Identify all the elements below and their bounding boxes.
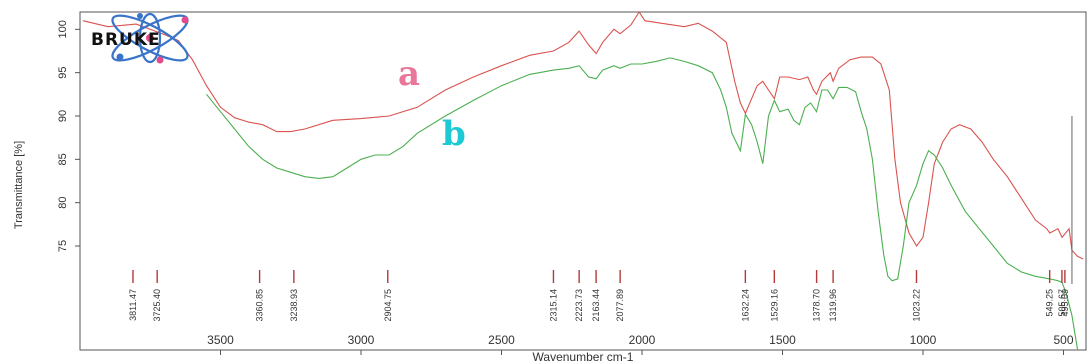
peak-label: 2163.44: [591, 289, 601, 322]
y-tick-label: 80: [57, 197, 69, 209]
series-line-b: [206, 57, 1079, 351]
y-tick-label: 85: [57, 153, 69, 165]
x-tick-label: 2000: [629, 333, 656, 347]
x-tick-label: 500: [1054, 333, 1074, 347]
y-tick-label: 100: [57, 20, 69, 38]
y-axis-label: Transmittance [%]: [13, 141, 25, 229]
peak-label: 2315.14: [548, 289, 558, 322]
x-tick-label: 3000: [348, 333, 375, 347]
peak-label: 3238.93: [289, 289, 299, 322]
x-tick-label: 2500: [488, 333, 515, 347]
series-tag-a: a: [398, 54, 420, 94]
x-tick-label: 1000: [910, 333, 937, 347]
peak-label: 3725.40: [152, 289, 162, 322]
y-tick-label: 75: [57, 240, 69, 252]
axes-group: 3500 3000 2500 2000 1500 1000 500 75 80 85 90 95 100…: [13, 20, 1074, 364]
peak-label: 3360.85: [255, 289, 265, 322]
bruker-logo: BRUKE: [91, 12, 189, 64]
peak-label: 505.67: [1057, 289, 1067, 317]
x-tick-label: 3500: [207, 333, 234, 347]
peak-label: 3811.47: [128, 289, 138, 321]
peak-label: 1529.16: [769, 289, 779, 322]
y-tick-label: 90: [57, 110, 69, 122]
x-tick-label: 1500: [769, 333, 796, 347]
peak-label: 1378.70: [812, 289, 822, 322]
peak-label: 2223.73: [574, 289, 584, 322]
x-axis-label: Wavenumber cm-1: [533, 350, 634, 364]
plot-frame: [79, 11, 1087, 351]
peak-label: 1023.22: [911, 289, 921, 322]
series-line-a: [82, 10, 1084, 260]
peak-label: 1319.96: [828, 289, 838, 322]
series-group: [82, 10, 1084, 351]
peak-label: 549.25: [1045, 289, 1055, 317]
plot-border: [79, 11, 1087, 351]
peak-label: 495.09: [1060, 289, 1070, 317]
logo-text: BRUKE: [91, 30, 161, 50]
peak-label: 2904.75: [383, 289, 393, 322]
y-tick-label: 95: [57, 67, 69, 79]
peak-markers: 3811.47 3725.40 3360.85 3238.93 2904.75 2315.…: [128, 116, 1073, 322]
peak-label: 1632.24: [740, 289, 750, 322]
series-tag-b: b: [442, 114, 466, 154]
peak-label: 2077.89: [615, 289, 625, 322]
series-tags: ab: [398, 54, 466, 154]
